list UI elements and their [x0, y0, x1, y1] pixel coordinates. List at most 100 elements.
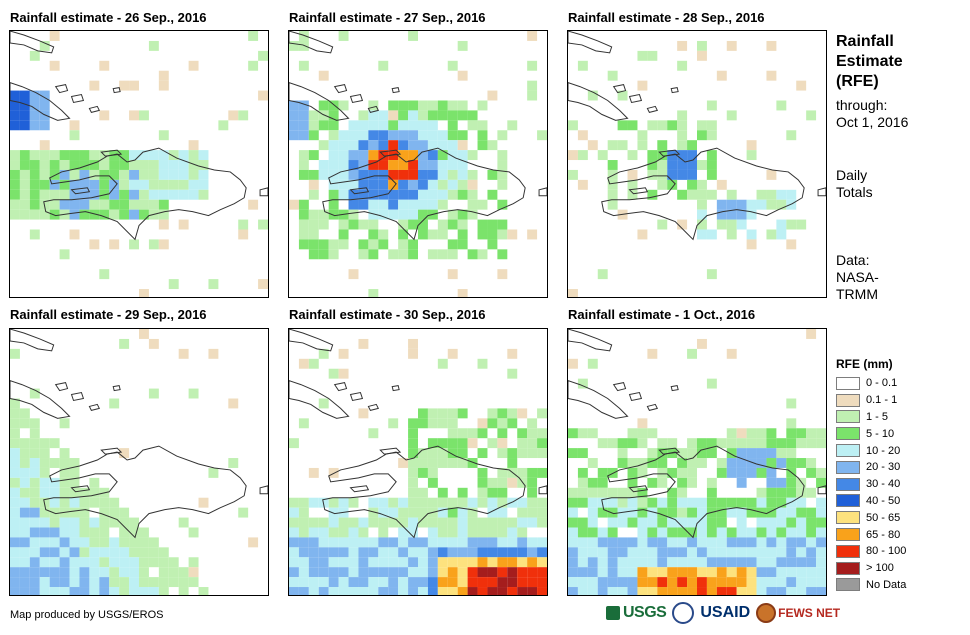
rainfall-cell	[786, 577, 797, 588]
rainfall-cell	[437, 189, 448, 200]
rainfall-cell	[577, 130, 588, 141]
rainfall-cell	[39, 140, 50, 151]
rainfall-cell	[617, 448, 628, 459]
rainfall-cell	[647, 189, 658, 200]
rainfall-cell	[129, 169, 139, 180]
rainfall-cell	[29, 438, 40, 449]
rainfall-cell	[677, 110, 688, 121]
rainfall-cell	[168, 577, 179, 588]
rainfall-cell	[238, 507, 249, 518]
rainfall-cell	[806, 517, 817, 528]
rainfall-cell	[457, 289, 468, 297]
rainfall-cell	[497, 160, 508, 170]
rainfall-cell	[487, 477, 498, 488]
rainfall-cell	[527, 438, 538, 449]
rainfall-cell	[109, 209, 120, 220]
coastline-path	[670, 87, 679, 94]
rainfall-cell	[577, 378, 588, 389]
rainfall-cell	[29, 90, 40, 101]
rainfall-cell	[298, 130, 309, 141]
rainfall-cell	[577, 487, 588, 498]
rainfall-cell	[786, 557, 797, 568]
rainfall-cell	[637, 428, 648, 439]
rainfall-cell	[188, 577, 199, 588]
rainfall-cell	[647, 160, 658, 170]
rainfall-cell	[706, 130, 717, 141]
rainfall-cell	[148, 199, 159, 210]
legend-swatch	[836, 544, 860, 558]
rainfall-cell	[427, 150, 438, 161]
rainfall-cell	[726, 428, 737, 439]
rainfall-cell	[477, 249, 488, 260]
rainfall-cell	[10, 527, 20, 538]
rainfall-cell	[617, 577, 628, 588]
rainfall-cell	[308, 179, 319, 190]
rainfall-cell	[477, 199, 488, 210]
rainfall-cell	[647, 348, 658, 359]
rainfall-cell	[467, 179, 478, 190]
rainfall-cell	[308, 219, 319, 230]
rainfall-cell	[477, 130, 488, 141]
rainfall-cell	[298, 527, 309, 538]
rainfall-cell	[716, 547, 727, 558]
rainfall-cell	[398, 547, 409, 558]
rainfall-cell	[188, 567, 199, 578]
rainfall-cell	[677, 150, 688, 161]
rainfall-cell	[358, 120, 369, 131]
rainfall-cell	[806, 428, 817, 439]
legend-label: 20 - 30	[866, 461, 901, 474]
rainfall-cell	[517, 517, 528, 528]
rainfall-cell	[487, 587, 498, 595]
coastline-path	[70, 93, 85, 104]
rainfall-cell	[776, 587, 787, 595]
rainfall-cell	[338, 189, 349, 200]
rainfall-cell	[786, 428, 797, 439]
sidebar-title-line3: (RFE)	[836, 73, 879, 90]
rainfall-cell	[607, 497, 618, 508]
rainfall-cell	[10, 477, 20, 488]
rainfall-cell	[726, 567, 737, 578]
rainfall-cell	[816, 477, 826, 488]
rainfall-cell	[627, 557, 638, 568]
rainfall-cell	[289, 100, 299, 111]
rainfall-cell	[89, 80, 100, 91]
rainfall-cell	[308, 547, 319, 558]
rainfall-cell	[736, 577, 747, 588]
rainfall-cell	[358, 577, 369, 588]
rainfall-cell	[736, 458, 747, 468]
rainfall-cell	[477, 120, 488, 131]
rainfall-cell	[497, 487, 508, 498]
rainfall-cell	[796, 587, 807, 595]
rainfall-cell	[378, 587, 389, 595]
rainfall-cell	[736, 199, 747, 210]
rainfall-cell	[308, 120, 319, 131]
rainfall-cell	[119, 80, 130, 91]
rainfall-cell	[418, 467, 428, 478]
rainfall-cell	[158, 547, 169, 558]
rainfall-cell	[298, 567, 309, 578]
rainfall-cell	[388, 547, 399, 558]
logo-bar: USGS USAID FEWS NET	[606, 602, 840, 624]
rainfall-cell	[109, 239, 120, 250]
rainfall-cell	[388, 418, 399, 429]
rainfall-cell	[148, 40, 159, 51]
rainfall-cell	[427, 547, 438, 558]
coastline-path	[612, 382, 627, 392]
rainfall-cell	[10, 209, 20, 220]
rainfall-cell	[188, 189, 199, 200]
rainfall-cell	[69, 229, 80, 240]
rainfall-cell	[657, 179, 668, 190]
rainfall-cell	[687, 150, 697, 161]
rainfall-cell	[647, 448, 658, 459]
rainfall-cell	[10, 577, 20, 588]
rainfall-map-1-oct	[567, 328, 827, 596]
rainfall-cell	[437, 458, 448, 468]
rainfall-cell	[298, 557, 309, 568]
rainfall-cell	[398, 537, 409, 548]
rainfall-cell	[368, 160, 379, 170]
rainfall-cell	[348, 269, 359, 280]
rainfall-cell	[437, 577, 448, 588]
rainfall-cell	[318, 209, 329, 220]
rainfall-cell	[568, 497, 578, 508]
rainfall-cell	[318, 120, 329, 131]
